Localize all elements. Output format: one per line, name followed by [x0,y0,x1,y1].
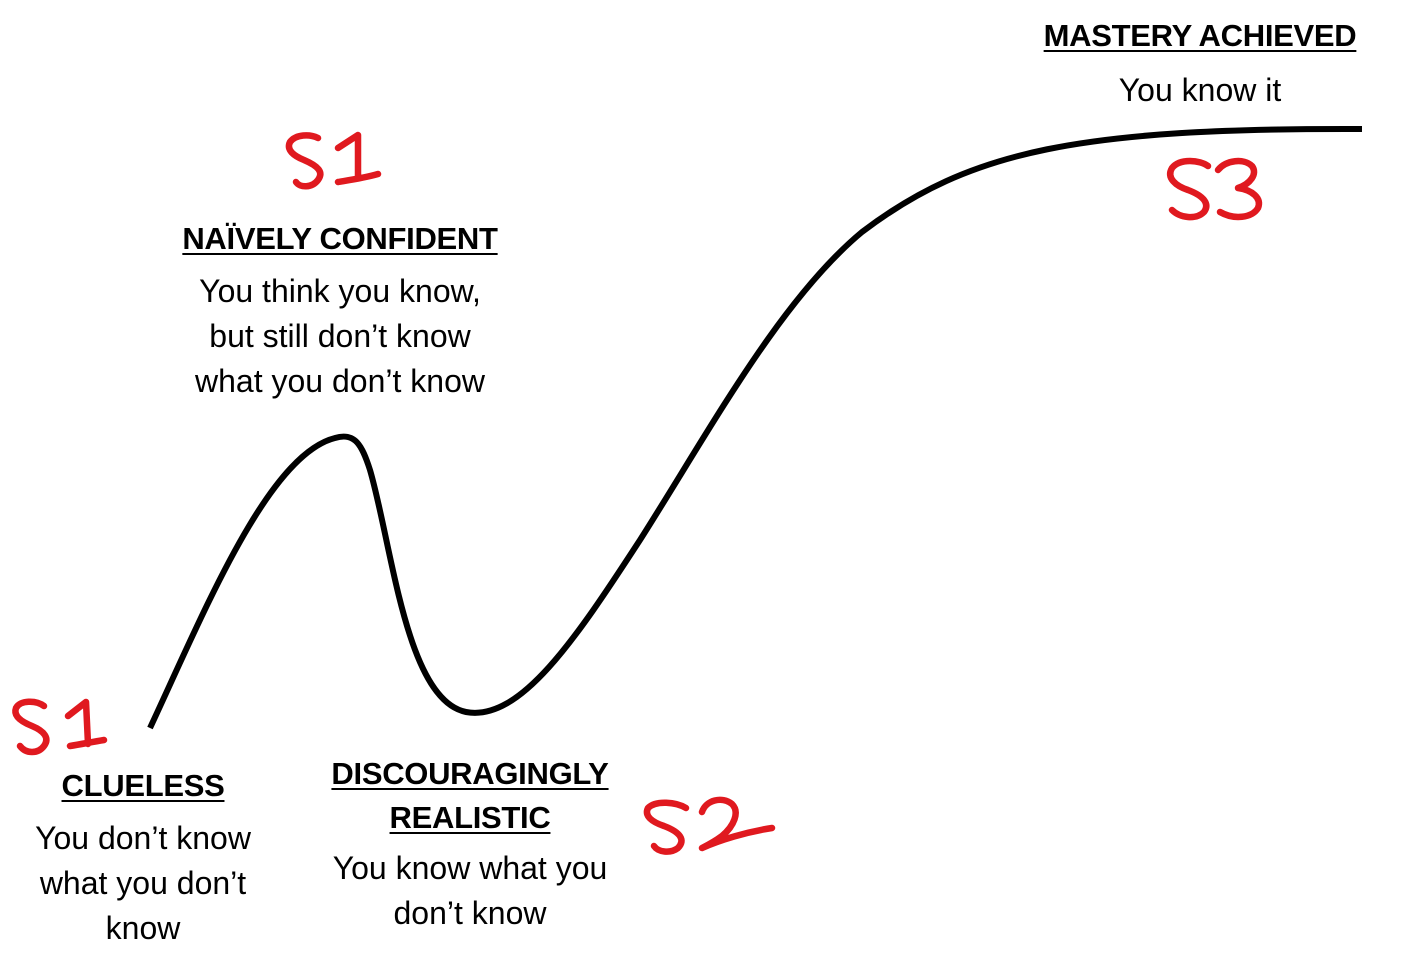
description-line: You don’t know [35,820,251,856]
stage-description-naively-confident: You think you know, but still don’t know… [160,269,520,404]
description-line: You know it [1118,72,1282,108]
stage-title-clueless: CLUELESS [61,768,225,803]
stage-naively-confident: NAÏVELY CONFIDENT You think you know, bu… [160,217,520,404]
stage-mastery-achieved: MASTERY ACHIEVED You know it [1030,14,1370,113]
learning-curve [147,125,1363,730]
stage-clueless: CLUELESS You don’t know what you don’t k… [8,764,278,951]
stage-title-discouragingly-realistic: DISCOURAGINGLY REALISTIC [300,752,640,840]
description-line: don’t know [393,895,547,931]
stage-description-mastery-achieved: You know it [1030,68,1370,113]
description-line: You know what you [332,850,608,886]
title-line: REALISTIC [389,800,551,835]
description-line: what you don’t know [195,363,485,399]
description-line: You think you know, [199,273,481,309]
title-line: DISCOURAGINGLY [331,756,609,791]
description-line: but still don’t know [209,318,471,354]
stage-description-discouragingly-realistic: You know what you don’t know [300,846,640,936]
handwritten-mark-s1-clueless [12,698,108,756]
handwritten-mark-s1-naive [285,131,382,190]
stage-discouragingly-realistic: DISCOURAGINGLY REALISTIC You know what y… [300,752,640,936]
description-line: know [105,910,181,946]
description-line: what you don’t [39,865,247,901]
stage-description-clueless: You don’t know what you don’t know [8,816,278,951]
stage-title-mastery-achieved: MASTERY ACHIEVED [1043,18,1357,53]
stage-title-naively-confident: NAÏVELY CONFIDENT [182,221,498,256]
handwritten-mark-s2-discouraged [643,796,776,855]
handwritten-mark-s3-mastery [1167,157,1263,221]
